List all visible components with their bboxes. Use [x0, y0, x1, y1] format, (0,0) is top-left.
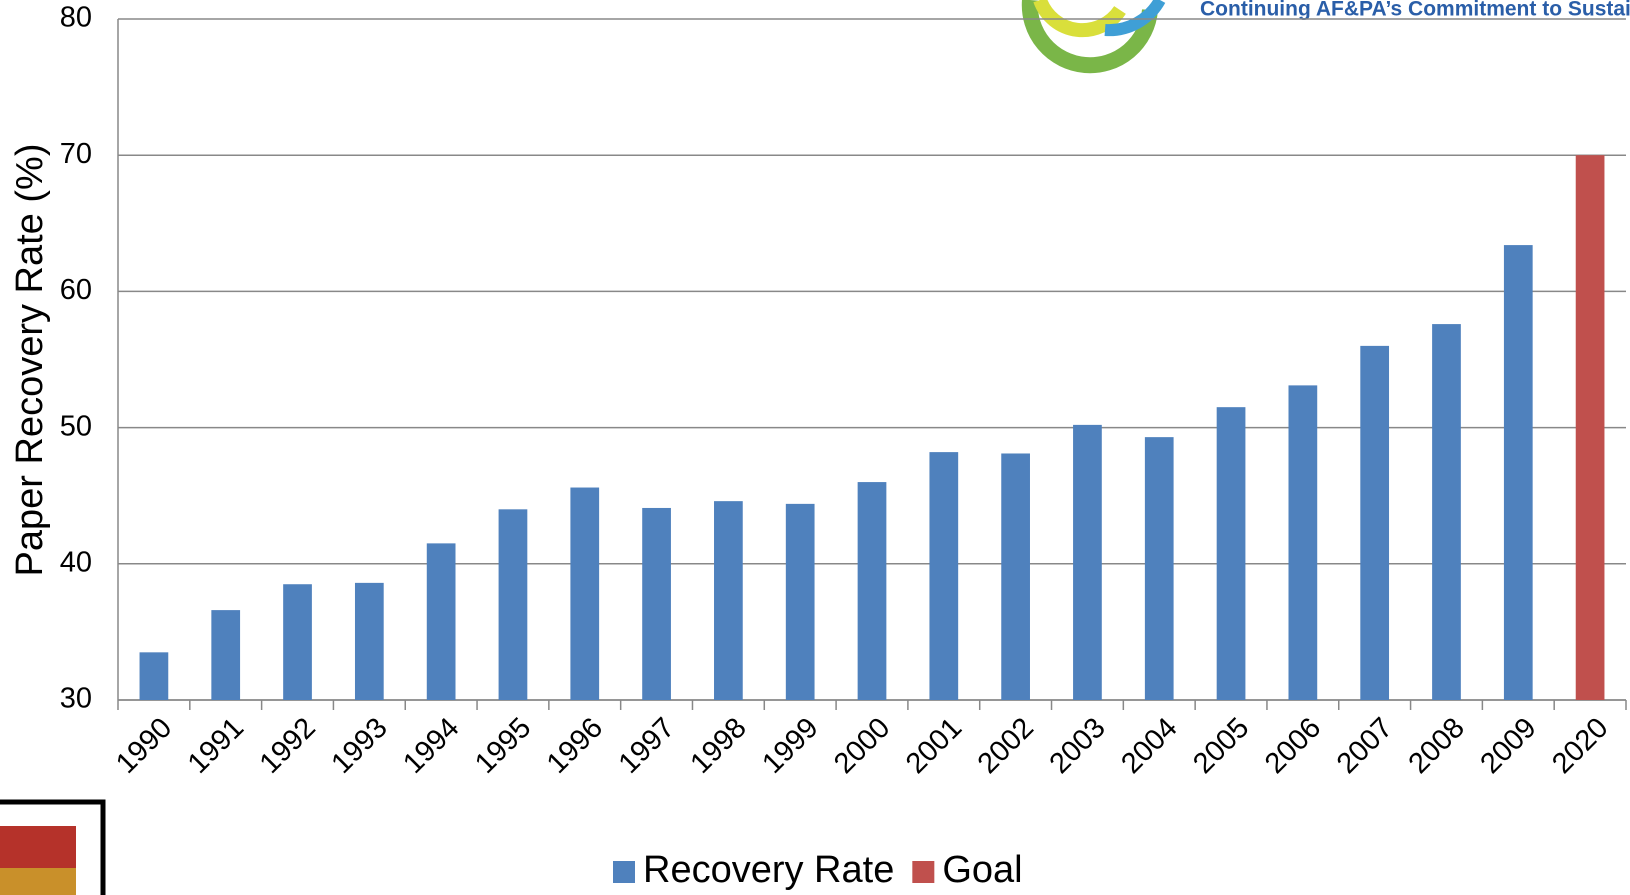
bar: [426, 543, 456, 700]
bar: [354, 582, 384, 700]
logo-text: Continuing AF&PA’s Commitment to Sustain…: [1200, 0, 1630, 21]
x-tick-label: 2002: [972, 712, 1040, 780]
bar: [1503, 245, 1533, 701]
bar: [1073, 424, 1102, 700]
x-tick-label: 1999: [756, 712, 824, 780]
logo-arc: [1104, 0, 1166, 37]
x-tick-label: 2000: [828, 712, 896, 780]
thumbnail-band: [0, 826, 76, 868]
y-tick-label: 60: [60, 274, 92, 306]
y-axis-title: Paper Recovery Rate (%): [9, 144, 51, 577]
y-tick-label: 50: [60, 410, 92, 442]
x-tick-label: 2020: [1546, 712, 1614, 780]
x-tick-label: 1991: [182, 712, 250, 780]
bar: [1288, 385, 1318, 700]
bar: [1001, 453, 1030, 700]
bar: [929, 452, 959, 700]
bar: [283, 584, 312, 700]
bar: [570, 487, 600, 700]
x-tick-label: 2003: [1044, 712, 1112, 780]
x-tick-label: 2004: [1115, 712, 1183, 780]
thumbnail-band: [0, 868, 76, 895]
x-tick-label: 2007: [1331, 712, 1399, 780]
x-tick-label: 2005: [1187, 712, 1255, 780]
bar: [857, 482, 887, 700]
x-tick-label: 2009: [1474, 712, 1542, 780]
x-tick-label: 2006: [1259, 712, 1327, 780]
bar: [1432, 324, 1461, 700]
legend-swatch: [912, 861, 935, 883]
x-tick-label: 1992: [254, 712, 322, 780]
logo-arc: [1021, 0, 1158, 74]
thumbnail: [0, 799, 106, 895]
y-tick-label: 80: [60, 2, 92, 34]
bar: [498, 509, 528, 700]
x-tick-label: 1993: [325, 712, 393, 780]
legend-swatch: [613, 861, 635, 883]
bar: [1575, 155, 1605, 700]
x-tick-label: 2001: [900, 712, 968, 780]
logo: Continuing AF&PA’s Commitment to Sustain…: [1021, 0, 1630, 74]
bar: [139, 652, 169, 700]
x-tick-label: 1990: [110, 712, 178, 780]
bar: [785, 503, 815, 700]
x-tick-label: 1994: [397, 712, 465, 780]
x-tick-label: 1995: [469, 712, 537, 780]
legend-label: Recovery Rate: [643, 849, 894, 891]
bar: [211, 610, 241, 700]
x-tick-label: 2008: [1403, 712, 1471, 780]
x-tick-label: 1997: [613, 712, 681, 780]
y-tick-label: 70: [60, 138, 92, 170]
x-tick-label: 1996: [541, 712, 609, 780]
bar: [642, 507, 671, 700]
bar: [1360, 345, 1390, 700]
bar: [714, 501, 743, 700]
x-tick-label: 1998: [684, 712, 752, 780]
legend-label: Goal: [942, 849, 1022, 891]
bar: [1144, 437, 1174, 700]
y-tick-label: 40: [60, 546, 92, 578]
bar: [1216, 407, 1246, 700]
y-tick-label: 30: [60, 683, 92, 715]
